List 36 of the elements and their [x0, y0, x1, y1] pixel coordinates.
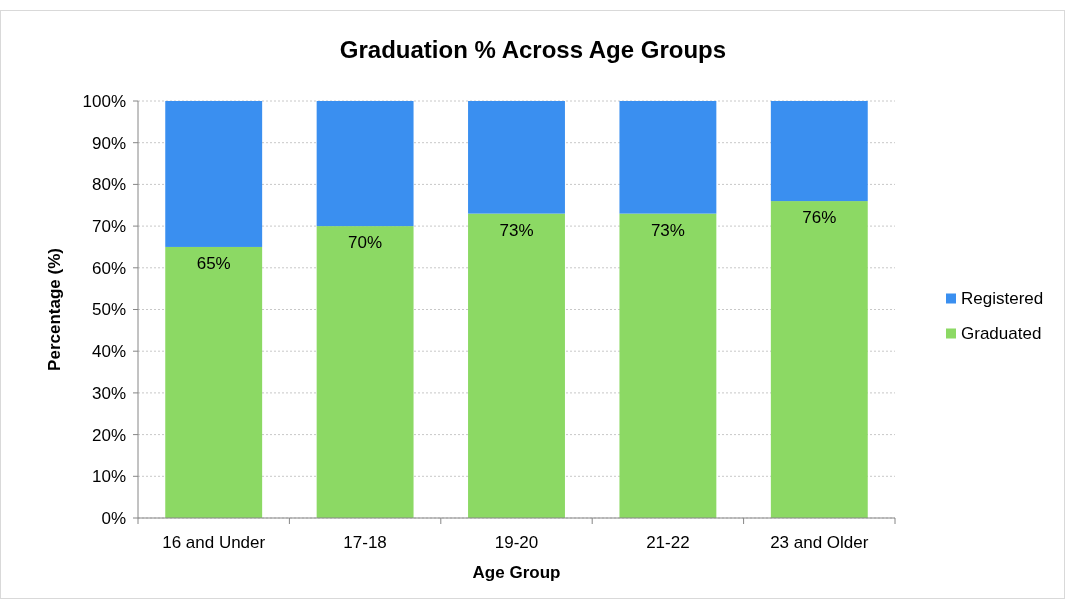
bar: [619, 213, 717, 518]
y-axis-title: Percentage (%): [45, 248, 64, 371]
y-tick-label: 0%: [101, 508, 126, 528]
y-tick-label: 30%: [91, 383, 126, 403]
y-tick-label: 90%: [91, 133, 126, 153]
y-tick-label: 70%: [91, 217, 126, 237]
y-tick-label: 60%: [91, 258, 126, 278]
data-label: 76%: [802, 208, 837, 228]
bar: [468, 101, 565, 214]
x-tick-label: 17-18: [343, 533, 387, 552]
data-label: 65%: [196, 253, 231, 273]
data-label: 73%: [499, 220, 534, 240]
legend-label: Graduated: [961, 324, 1042, 344]
x-axis-title: Age Group: [472, 563, 561, 582]
bar: [165, 101, 263, 247]
bar: [468, 213, 565, 518]
y-tick-label: 50%: [91, 300, 126, 320]
x-tick-label: 23 and Older: [770, 533, 869, 552]
chart-title: Graduation % Across Age Groups: [339, 36, 727, 63]
bar: [770, 201, 868, 518]
y-tick-label: 20%: [91, 425, 126, 445]
x-tick-label: 19-20: [494, 533, 539, 552]
legend-label: Registered: [961, 289, 1044, 309]
data-label: 70%: [348, 233, 383, 253]
x-tick-label: 21-22: [646, 533, 690, 552]
y-tick-label: 40%: [91, 342, 126, 362]
bar: [316, 226, 414, 518]
data-label: 73%: [650, 220, 685, 240]
y-tick-label: 10%: [91, 467, 126, 487]
y-tick-label: 100%: [82, 91, 126, 111]
x-tick-label: 16 and Under: [162, 533, 266, 552]
bar: [316, 101, 414, 227]
y-tick-label: 80%: [91, 175, 126, 195]
bar: [165, 246, 263, 518]
bar: [770, 101, 868, 202]
bar: [619, 101, 717, 214]
